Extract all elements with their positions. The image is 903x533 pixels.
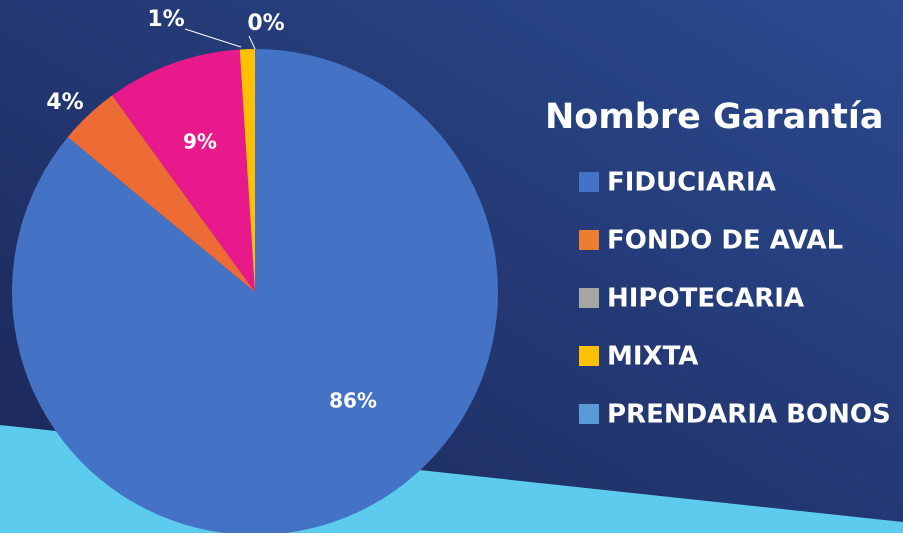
leader-line: [248, 35, 256, 50]
legend-marker: [579, 404, 599, 424]
legend-title: Nombre Garantía: [545, 97, 884, 137]
pie-slice: [112, 49, 255, 292]
pie-slice: [12, 49, 498, 533]
legend-marker: [579, 172, 599, 192]
data-label: 9%: [183, 130, 217, 154]
legend-label: MIXTA: [607, 342, 698, 372]
legend-label: FIDUCIARIA: [607, 168, 776, 198]
data-label: 1%: [147, 7, 184, 32]
data-label: 4%: [46, 90, 83, 115]
pie: [12, 49, 498, 533]
legend-marker: [579, 346, 599, 366]
leader-line: [184, 28, 242, 48]
legend-marker: [579, 288, 599, 308]
legend-label: HIPOTECARIA: [607, 284, 804, 314]
data-label: 0%: [247, 11, 284, 36]
legend-label: PRENDARIA BONOS: [607, 400, 891, 430]
legend-marker: [579, 230, 599, 250]
pie-slice: [239, 49, 255, 292]
data-label: 86%: [329, 389, 377, 413]
pie-slice: [67, 95, 255, 292]
legend-label: FONDO DE AVAL: [607, 226, 843, 256]
